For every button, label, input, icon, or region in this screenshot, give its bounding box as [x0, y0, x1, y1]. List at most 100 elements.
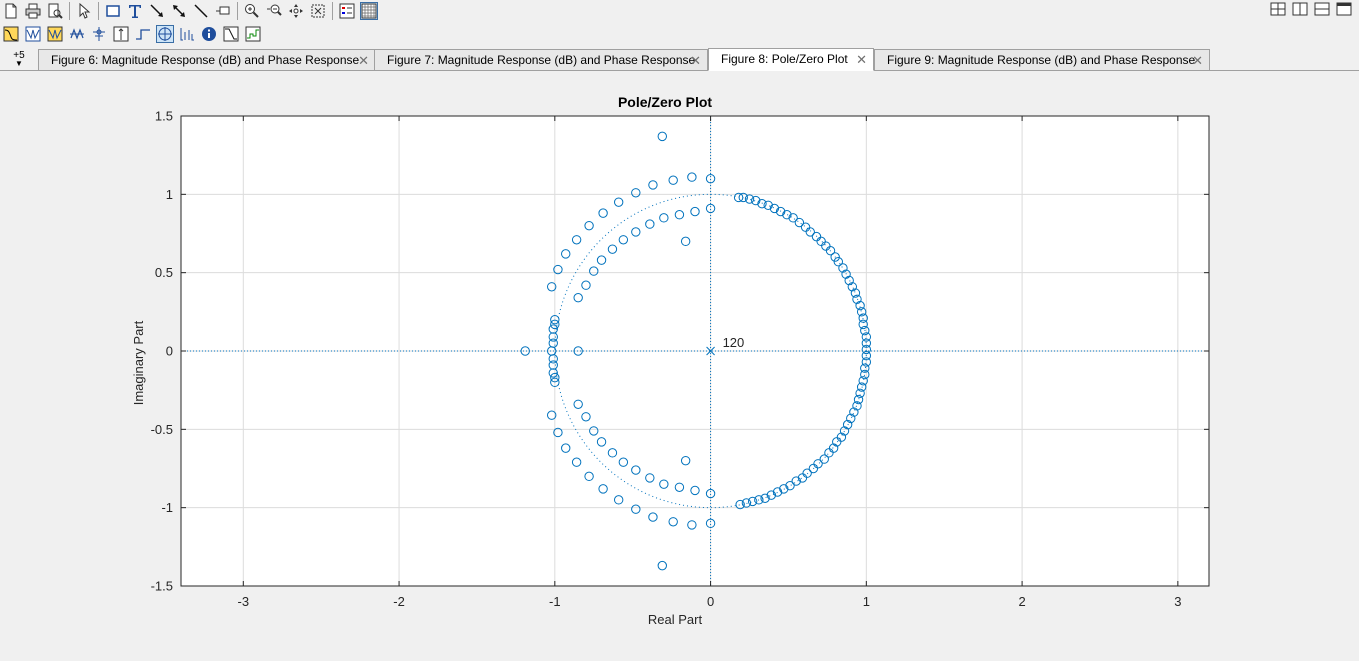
- group-delay-icon[interactable]: [68, 25, 86, 43]
- tick-labels: -3 -2 -1 0 1 2 3 -1.5 -1 -0.5 0 0.5 1 1.5: [151, 109, 1182, 610]
- zero-marker: [648, 512, 658, 522]
- zero-marker: [631, 504, 641, 514]
- y-tick-label: -1.5: [151, 579, 173, 594]
- close-icon[interactable]: ✕: [690, 53, 701, 68]
- zero-marker: [571, 235, 582, 245]
- tile-icon[interactable]: [1269, 0, 1287, 18]
- zero-marker: [856, 382, 867, 392]
- x-tick-label: 2: [1018, 594, 1025, 609]
- zero-marker: [618, 457, 629, 467]
- split-vertical-icon[interactable]: [1291, 0, 1309, 18]
- zero-marker: [613, 495, 624, 505]
- grid-icon[interactable]: [360, 2, 378, 20]
- zero-marker: [598, 208, 608, 218]
- mag-phase-icon[interactable]: [46, 25, 64, 43]
- zero-marker: [548, 368, 558, 378]
- close-icon[interactable]: ✕: [1192, 53, 1203, 68]
- zero-marker: [841, 269, 851, 279]
- zero-marker: [705, 173, 716, 184]
- print-icon[interactable]: [24, 2, 42, 20]
- close-icon[interactable]: ✕: [358, 53, 369, 68]
- maximize-icon[interactable]: [1335, 0, 1353, 18]
- tab-figure-9[interactable]: Figure 9: Magnitude Response (dB) and Ph…: [874, 49, 1210, 70]
- analysis-toolbar: [0, 23, 1359, 45]
- zero-marker: [782, 210, 792, 220]
- zero-marker: [861, 357, 872, 367]
- zero-marker: [842, 419, 853, 430]
- zero-marker: [846, 413, 856, 424]
- y-tick-label: 0: [166, 344, 173, 359]
- zero-marker: [561, 249, 571, 259]
- fit-icon[interactable]: [309, 2, 327, 20]
- zoom-out-icon[interactable]: [265, 2, 283, 20]
- arrow-icon[interactable]: [148, 2, 166, 20]
- tab-figure-8[interactable]: Figure 8: Pole/Zero Plot ✕: [708, 48, 874, 71]
- step-icon[interactable]: [134, 25, 152, 43]
- main-toolbar: [0, 0, 1359, 22]
- layout-tools: [1267, 0, 1355, 18]
- zero-marker: [733, 192, 744, 203]
- zero-marker: [596, 255, 607, 265]
- zero-marker: [853, 394, 864, 405]
- zero-marker: [573, 399, 583, 409]
- tab-figure-7[interactable]: Figure 7: Magnitude Response (dB) and Ph…: [374, 49, 708, 70]
- pointer-icon[interactable]: [75, 2, 93, 20]
- zero-marker: [772, 487, 783, 497]
- pole-zero-chart[interactable]: 120 -3 -2 -1 0 1 2 3 -1.5 -1 -0.5 0 0.5 1 1.5 Pole/Ze…: [0, 72, 1359, 661]
- coefficients-icon[interactable]: [178, 25, 196, 43]
- zero-marker: [855, 388, 865, 398]
- cost-icon[interactable]: [222, 25, 240, 43]
- split-horizontal-icon[interactable]: [1313, 0, 1331, 18]
- zero-marker: [791, 476, 801, 486]
- magnitude-icon[interactable]: [2, 25, 20, 43]
- zero-marker: [844, 275, 854, 286]
- close-icon[interactable]: ✕: [856, 52, 867, 67]
- zero-marker: [631, 465, 641, 475]
- zero-marker: [861, 332, 872, 342]
- more-tabs-button[interactable]: +5 ▼: [6, 51, 32, 69]
- pole-x-stroke: [706, 346, 715, 356]
- zero-marker: [550, 314, 560, 325]
- unit-circle: [554, 193, 867, 509]
- zero-marker: [668, 517, 678, 527]
- zero-marker: [738, 192, 748, 203]
- pin-icon[interactable]: [214, 2, 232, 20]
- zero-marker: [548, 332, 558, 342]
- more-tabs-label: +5: [13, 50, 25, 61]
- zero-marker: [598, 484, 608, 494]
- zero-marker: [856, 307, 867, 317]
- pole-multiplicity-label: 120: [723, 335, 745, 350]
- noise-icon[interactable]: [244, 25, 262, 43]
- zero-marker: [659, 213, 669, 223]
- zoom-in-icon[interactable]: [243, 2, 261, 20]
- new-file-icon[interactable]: [2, 2, 20, 20]
- zero-marker: [548, 360, 558, 370]
- double-arrow-icon[interactable]: [170, 2, 188, 20]
- y-tick-label: 1.5: [155, 109, 173, 124]
- text-icon[interactable]: [126, 2, 144, 20]
- zero-marker: [645, 473, 655, 483]
- zero-marker: [573, 346, 583, 356]
- info-icon[interactable]: [200, 25, 218, 43]
- zero-marker: [553, 264, 563, 275]
- zero-marker: [860, 325, 870, 336]
- zero-marker: [520, 346, 530, 356]
- rectangle-icon[interactable]: [104, 2, 122, 20]
- impulse-icon[interactable]: [112, 25, 130, 43]
- toolbar-separator: [237, 2, 238, 20]
- zero-marker: [838, 263, 848, 273]
- zero-marker: [861, 344, 872, 355]
- legend-icon[interactable]: [338, 2, 356, 20]
- pole-zero-icon[interactable]: [156, 25, 174, 43]
- y-tick-label: 0.5: [155, 265, 173, 280]
- print-preview-icon[interactable]: [46, 2, 64, 20]
- phase-delay-icon[interactable]: [90, 25, 108, 43]
- line-icon[interactable]: [192, 2, 210, 20]
- zero-marker: [766, 490, 777, 500]
- chevron-down-icon: ▼: [15, 59, 23, 68]
- phase-icon[interactable]: [24, 25, 42, 43]
- tab-figure-6[interactable]: Figure 6: Magnitude Response (dB) and Ph…: [38, 49, 376, 70]
- zero-marker: [763, 200, 773, 211]
- pan-icon[interactable]: [287, 2, 305, 20]
- zero-marker: [573, 293, 583, 303]
